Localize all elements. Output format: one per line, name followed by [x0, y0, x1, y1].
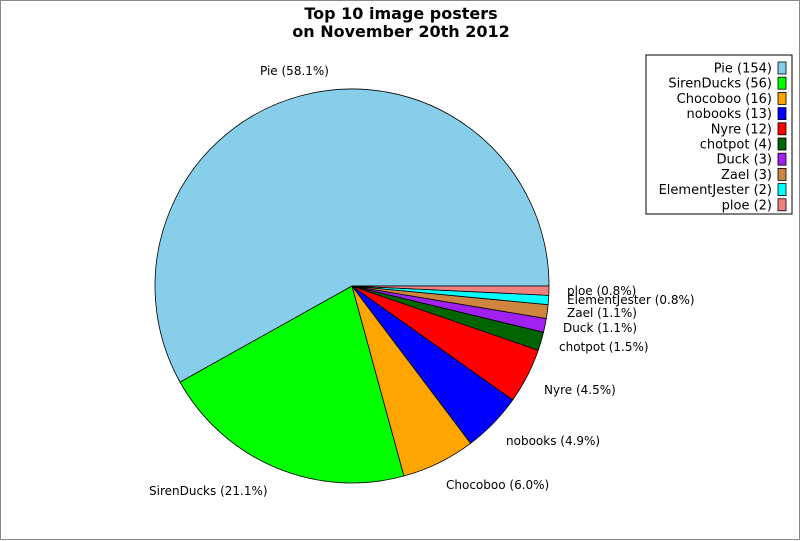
pie-slice-ploe — [351, 285, 550, 296]
pie-slice-pie — [154, 88, 550, 383]
legend-label-chocoboo: Chocoboo (16) — [677, 92, 772, 107]
legend-label-duck: Duck (3) — [717, 153, 772, 168]
slice-labels: Pie (58.1%) SirenDucks (21.1%) Chocoboo (6… — [149, 64, 695, 498]
legend-label-chotpot: chotpot (4) — [700, 138, 772, 153]
legend-label-pie: Pie (154) — [714, 62, 772, 77]
legend-swatch-chocoboo — [777, 92, 787, 105]
legend-label-nobooks: nobooks (13) — [687, 107, 772, 122]
legend-swatch-zael — [777, 167, 787, 181]
legend-swatch-nobooks — [777, 107, 787, 120]
slice-label-ploe: ploe (0.8%) — [567, 284, 636, 298]
legend: Pie (154)SirenDucks (56)Chocoboo (16)nob… — [645, 54, 793, 215]
legend-box — [645, 54, 793, 215]
legend-label-sirenducks: SirenDucks (56) — [668, 77, 772, 92]
pie-slices — [154, 88, 550, 484]
slice-label-chotpot: chotpot (1.5%) — [559, 340, 649, 354]
slice-label-nyre: Nyre (4.5%) — [544, 383, 616, 397]
slice-label-duck: Duck (1.1%) — [563, 321, 637, 335]
legend-swatch-chotpot — [777, 137, 787, 151]
chart-title-line-2: on November 20th 2012 — [292, 22, 509, 41]
slice-label-nobooks: nobooks (4.9%) — [506, 434, 600, 448]
legend-swatch-nyre — [777, 122, 787, 136]
legend-label-nyre: Nyre (12) — [711, 122, 772, 137]
legend-swatch-sirenducks — [777, 76, 787, 90]
slice-label-pie: Pie (58.1%) — [260, 64, 329, 78]
legend-swatch-duck — [777, 152, 787, 166]
pie-slice-sirenducks — [179, 285, 405, 484]
legend-swatch-ploe — [777, 198, 787, 212]
slice-label-zael: Zael (1.1%) — [567, 306, 637, 320]
legend-swatch-elementjester — [777, 183, 787, 197]
slice-label-sirenducks: SirenDucks (21.1%) — [149, 484, 268, 498]
legend-label-elementjester: ElementJester (2) — [659, 183, 772, 198]
legend-label-zael: Zael (3) — [721, 168, 772, 183]
legend-label-ploe: ploe (2) — [722, 198, 772, 213]
chart-title-line-1: Top 10 image posters — [304, 4, 497, 23]
slice-label-elementjester: ElementJester (0.8%) — [567, 293, 695, 307]
legend-swatch-pie — [777, 61, 787, 75]
slice-label-chocoboo: Chocoboo (6.0%) — [446, 478, 549, 492]
